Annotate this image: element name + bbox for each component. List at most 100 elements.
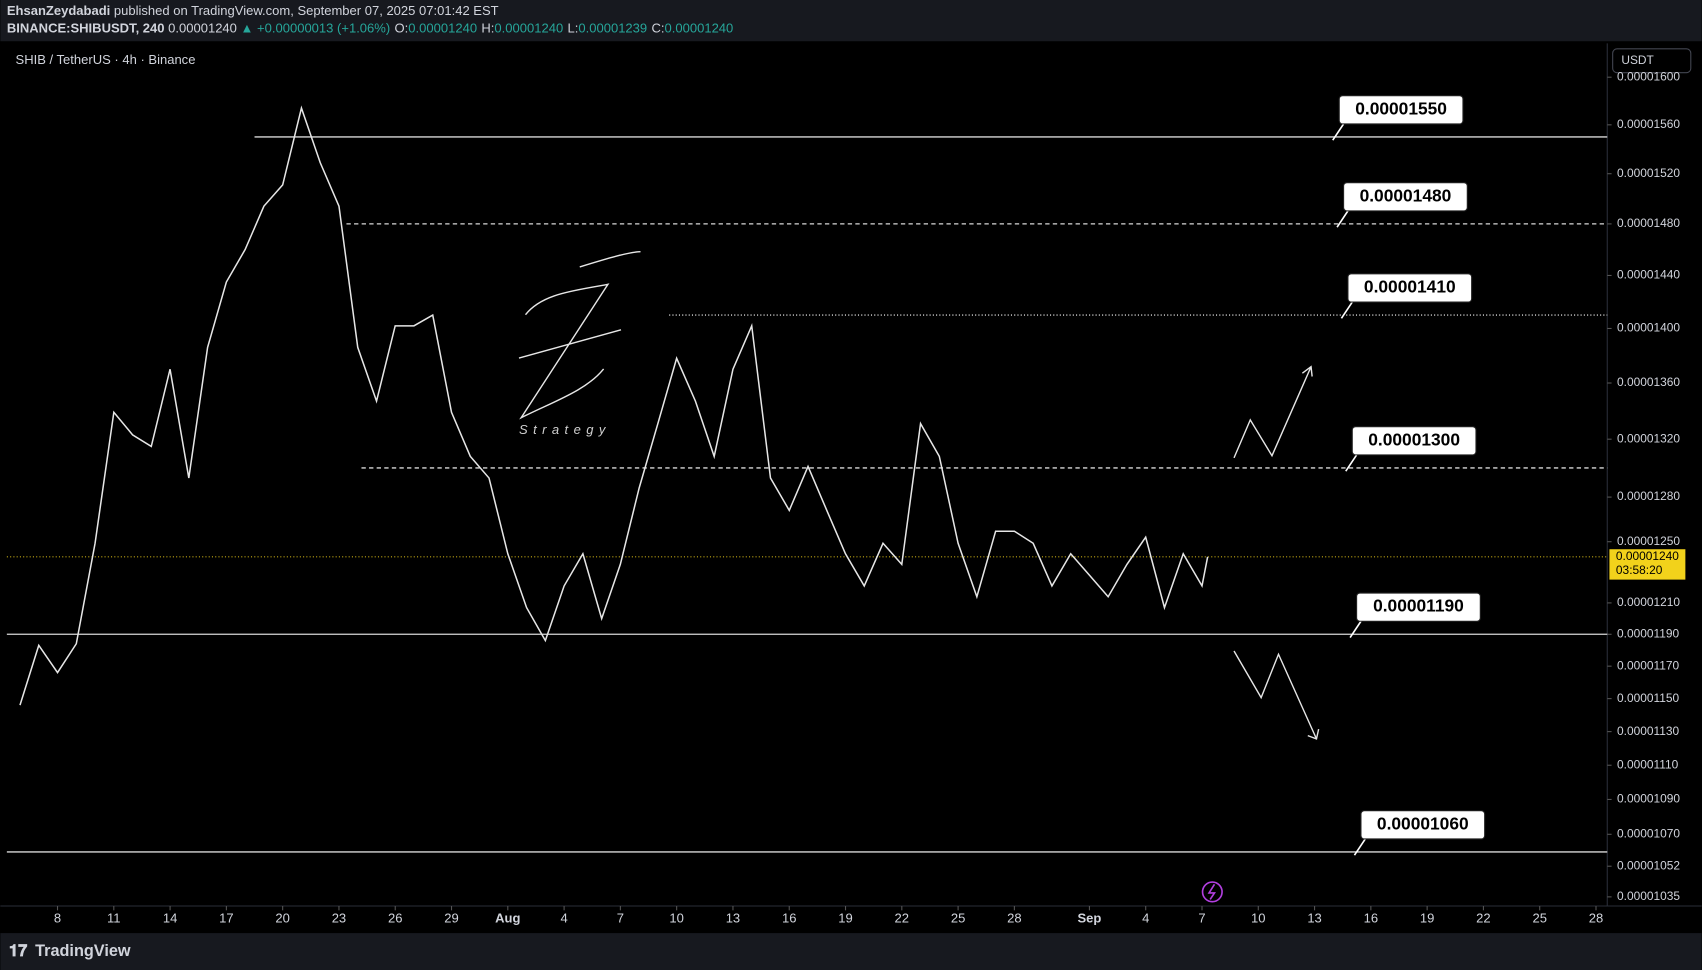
level-pointer <box>1345 454 1358 472</box>
level-label: 0.00001300 <box>1368 429 1460 449</box>
level-label: 0.00001410 <box>1364 277 1456 297</box>
y-tick-label: 0.00001052 <box>1617 858 1680 872</box>
x-tick-label: 28 <box>1007 910 1021 925</box>
x-tick-label: 11 <box>107 910 121 925</box>
x-tick-label: 8 <box>54 910 61 925</box>
y-tick-label: 0.00001070 <box>1617 826 1680 840</box>
y-tick-label: 0.00001280 <box>1617 489 1680 503</box>
y-tick-label: 0.00001170 <box>1617 658 1679 672</box>
x-tick-label: 23 <box>332 910 346 925</box>
level-label-box <box>1351 426 1477 456</box>
level-label: 0.00001550 <box>1355 98 1447 118</box>
x-tick-label: 10 <box>1251 910 1265 925</box>
level-pointer <box>1340 301 1353 319</box>
x-tick-label: Aug <box>495 910 520 925</box>
alert-bolt[interactable] <box>1207 883 1216 900</box>
x-tick-label: 13 <box>726 910 740 925</box>
y-tick-label: 0.00001110 <box>1617 757 1679 771</box>
author: EhsanZeydabadi <box>7 3 110 18</box>
x-tick-label: 4 <box>560 910 567 925</box>
x-tick-label: 25 <box>1532 910 1546 925</box>
level-label: 0.00001480 <box>1360 185 1452 205</box>
footer-bar <box>0 933 1702 970</box>
x-tick-label: 28 <box>1589 910 1603 925</box>
x-tick-label: 17 <box>219 910 233 925</box>
y-tick-label: 0.00001360 <box>1617 375 1680 389</box>
countdown: 03:58:20 <box>1616 563 1663 577</box>
level-label-box <box>1356 592 1481 622</box>
ohlc-value: 0.00001240 <box>408 21 477 36</box>
level-pointer <box>1353 838 1366 856</box>
x-tick-label: 7 <box>617 910 624 925</box>
x-tick-label: Sep <box>1077 910 1101 925</box>
change: ▲ +0.00000013 (+1.06%) <box>241 21 391 36</box>
y-tick-label: 0.00001400 <box>1617 321 1680 335</box>
y-tick-label: 0.00001440 <box>1617 268 1680 282</box>
y-tick-label: 0.00001600 <box>1617 69 1680 83</box>
price-line <box>19 105 1209 706</box>
x-tick-label: 16 <box>1364 910 1378 925</box>
y-tick-label: 0.00001480 <box>1617 216 1680 230</box>
x-tick-label: 26 <box>388 910 402 925</box>
x-tick-label: 4 <box>1142 910 1149 925</box>
x-tick-label: 22 <box>1476 910 1490 925</box>
x-tick-label: 22 <box>895 910 909 925</box>
ohlc-key: H: <box>481 21 494 36</box>
y-tick-label: 0.00001250 <box>1617 534 1680 548</box>
last-price-label: 0.00001240 <box>1616 549 1679 563</box>
brand: TradingView <box>35 942 131 960</box>
y-tick-label: 0.00001035 <box>1617 889 1680 903</box>
currency[interactable]: USDT <box>1621 53 1654 67</box>
x-tick-label: 16 <box>782 910 796 925</box>
level-label-box <box>1347 273 1473 303</box>
x-tick-label: 19 <box>838 910 852 925</box>
currency-box[interactable] <box>1612 48 1692 74</box>
ohlc-key: L: <box>568 21 579 36</box>
level-label-box <box>1360 810 1486 840</box>
watermark-text: Strategy <box>519 422 611 437</box>
chart-title: SHIB / TetherUS · 4h · Binance <box>16 52 196 67</box>
x-tick-label: 14 <box>163 910 177 925</box>
header-bar <box>0 0 1702 42</box>
symbol: BINANCE:SHIBUSDT, 240 <box>7 21 165 36</box>
x-tick-label: 29 <box>444 910 458 925</box>
level-pointer <box>1349 620 1362 638</box>
level-label: 0.00001190 <box>1373 596 1464 616</box>
last: 0.00001240 <box>168 21 237 36</box>
y-tick-label: 0.00001320 <box>1617 431 1680 445</box>
y-tick-label: 0.00001520 <box>1617 166 1680 180</box>
y-tick-label: 0.00001150 <box>1617 691 1679 705</box>
price-axis <box>1607 43 1702 906</box>
level-label-box <box>1338 95 1464 125</box>
ohlc-value: 0.00001240 <box>494 21 563 36</box>
header-line-1: EhsanZeydabadi published on TradingView.… <box>7 3 499 18</box>
x-tick-label: 13 <box>1307 910 1321 925</box>
y-tick-label: 0.00001560 <box>1617 117 1680 131</box>
ohlc-value: 0.00001239 <box>578 21 647 36</box>
level-label: 0.00001060 <box>1377 813 1469 833</box>
y-tick-label: 0.00001090 <box>1617 792 1680 806</box>
scenario-arrows <box>1233 365 1320 740</box>
alert-icon[interactable] <box>1201 881 1223 903</box>
watermark-logo <box>518 251 641 420</box>
ohlc-key: O: <box>395 21 409 36</box>
level-pointer <box>1336 210 1349 228</box>
published: published on TradingView.com, September … <box>114 3 499 18</box>
y-tick-label: 0.00001190 <box>1617 626 1679 640</box>
level-pointer <box>1332 123 1345 141</box>
x-tick-label: 10 <box>669 910 683 925</box>
ohlc-value: 0.00001240 <box>665 21 734 36</box>
x-tick-label: 25 <box>951 910 965 925</box>
x-tick-label: 20 <box>275 910 289 925</box>
x-tick-label: 7 <box>1198 910 1205 925</box>
brand-mark: 𝟏𝟕 <box>9 942 27 960</box>
last-price-tag <box>1609 549 1686 580</box>
header-line-2: BINANCE:SHIBUSDT, 240 0.00001240 ▲ +0.00… <box>7 21 733 36</box>
ohlc-key: C: <box>652 21 665 36</box>
y-tick-label: 0.00001130 <box>1617 724 1679 738</box>
y-tick-label: 0.00001210 <box>1617 595 1680 609</box>
x-tick-label: 19 <box>1420 910 1434 925</box>
level-label-box <box>1343 182 1468 212</box>
